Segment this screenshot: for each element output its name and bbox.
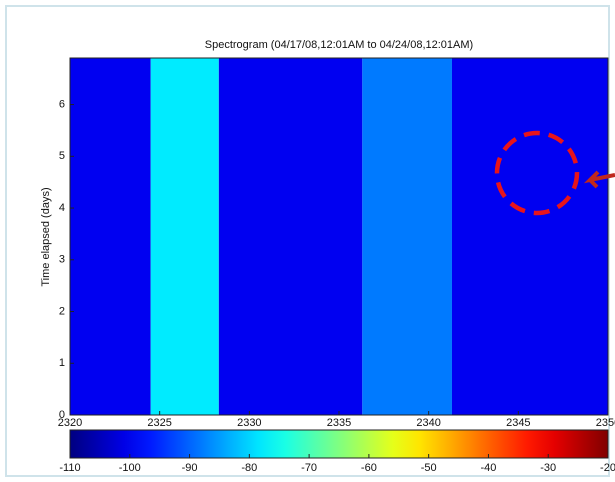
colorbar-tick-label: -20 <box>600 462 615 474</box>
colorbar-tick-label: -40 <box>480 462 496 474</box>
colorbar <box>69 429 609 459</box>
colorbar-tick-label: -90 <box>182 462 198 474</box>
colorbar-tick-label: -100 <box>119 462 141 474</box>
y-tick-label: 4 <box>59 202 65 214</box>
colorbar-tick-label: -110 <box>59 462 80 474</box>
spectrum-band <box>150 58 219 415</box>
colorbar-tick-label: -60 <box>361 462 377 474</box>
y-axis-label: Time elapsed (days) <box>40 187 52 286</box>
spectrum-band <box>218 58 363 415</box>
x-tick-label: 2345 <box>506 417 530 429</box>
x-tick-label: 2330 <box>237 417 261 429</box>
chart-title: Spectrogram (04/17/08,12:01AM to 04/24/0… <box>205 39 473 51</box>
colorbar-tick-label: -50 <box>421 462 437 474</box>
x-tick-label: 2340 <box>416 417 440 429</box>
y-tick-label: 6 <box>59 98 65 110</box>
x-tick-label: 2335 <box>327 417 351 429</box>
plot: 01234562320232523302335234023452350-110-… <box>58 57 615 474</box>
colorbar-tick-label: -80 <box>241 462 257 474</box>
colorbar-tick-label: -30 <box>540 462 556 474</box>
spectrum-band <box>362 58 452 415</box>
highlight-circle <box>494 130 580 216</box>
x-tick-label: 2320 <box>58 417 82 429</box>
y-tick-label: 0 <box>59 409 65 421</box>
y-tick-label: 5 <box>59 150 65 162</box>
x-tick-label: 2350 <box>596 417 615 429</box>
spectrum-band <box>451 58 608 415</box>
y-tick-label: 1 <box>59 357 65 369</box>
spectrum-band <box>70 58 151 415</box>
arrow <box>583 170 615 189</box>
y-tick-label: 3 <box>59 254 65 266</box>
x-tick-label: 2325 <box>147 417 171 429</box>
y-tick-label: 2 <box>59 305 65 317</box>
colorbar-tick-label: -70 <box>301 462 317 474</box>
